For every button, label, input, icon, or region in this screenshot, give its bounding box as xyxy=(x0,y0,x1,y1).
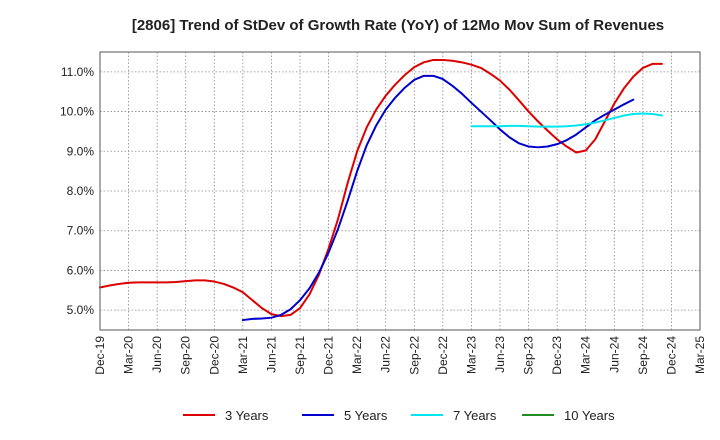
x-tick-label: Dec-23 xyxy=(550,336,564,375)
y-tick-label: 9.0% xyxy=(67,144,95,158)
series-layer xyxy=(99,58,663,322)
x-tick-label: Mar-21 xyxy=(236,336,250,374)
x-tick-label: Jun-23 xyxy=(493,336,507,373)
y-tick-label: 11.0% xyxy=(61,65,94,79)
y-axis-tick-labels: 5.0% 6.0% 7.0% 8.0% 9.0% 10.0% 11.0% xyxy=(60,65,94,317)
x-tick-label: Dec-24 xyxy=(664,336,678,375)
y-tick-label: 8.0% xyxy=(67,184,95,198)
legend-label-10-years: 10 Years xyxy=(564,408,615,423)
chart-title: [2806] Trend of StDev of Growth Rate (Yo… xyxy=(132,17,664,34)
x-tick-label: Mar-25 xyxy=(693,336,707,374)
x-tick-label: Dec-20 xyxy=(207,336,221,375)
x-tick-label: Mar-23 xyxy=(464,336,478,374)
grid-layer xyxy=(99,52,701,330)
y-tick-label: 7.0% xyxy=(67,224,95,238)
x-tick-label: Dec-19 xyxy=(93,336,107,375)
legend-label-5-years: 5 Years xyxy=(344,408,388,423)
series-line-7-years xyxy=(470,112,663,128)
x-tick-label: Jun-22 xyxy=(379,336,393,373)
x-tick-label: Sep-21 xyxy=(293,336,307,375)
plot-area-frame xyxy=(99,51,701,331)
legend-label-7-years: 7 Years xyxy=(453,408,497,423)
x-axis-tick-labels: Dec-19 Mar-20 Jun-20 Sep-20 Dec-20 Mar-21 Jun-… xyxy=(93,336,707,375)
x-tick-label: Sep-24 xyxy=(636,336,650,375)
legend: 3 Years 5 Years 7 Years 10 Years xyxy=(183,408,615,423)
x-tick-label: Sep-20 xyxy=(179,336,193,375)
x-tick-label: Dec-21 xyxy=(322,336,336,375)
x-tick-label: Dec-22 xyxy=(436,336,450,375)
x-tick-label: Jun-21 xyxy=(264,336,278,373)
y-tick-label: 10.0% xyxy=(60,105,94,119)
x-tick-label: Sep-22 xyxy=(407,336,421,375)
series-line-5-years xyxy=(241,74,635,322)
x-tick-label: Sep-23 xyxy=(522,336,536,375)
x-tick-label: Jun-24 xyxy=(607,336,621,373)
y-tick-label: 5.0% xyxy=(67,303,95,317)
legend-label-3-years: 3 Years xyxy=(225,408,269,423)
x-tick-label: Mar-24 xyxy=(579,336,593,374)
x-tick-label: Mar-22 xyxy=(350,336,364,374)
series-line-3-years xyxy=(99,58,663,318)
y-tick-label: 6.0% xyxy=(67,263,95,277)
x-tick-label: Jun-20 xyxy=(150,336,164,373)
x-tick-label: Mar-20 xyxy=(122,336,136,374)
